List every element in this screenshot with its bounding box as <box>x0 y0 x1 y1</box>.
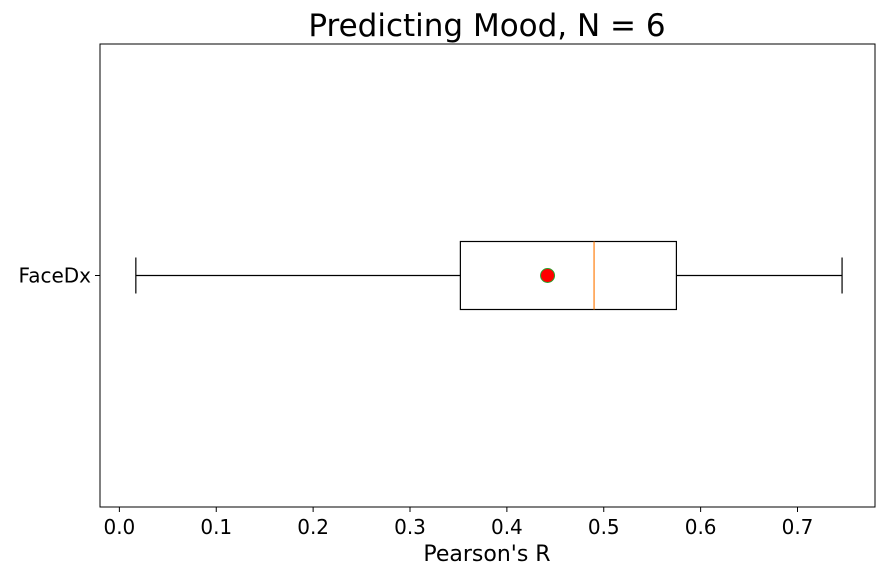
x-tick-label: 0.0 <box>103 515 135 539</box>
x-tick-label: 0.1 <box>200 515 232 539</box>
x-tick-label: 0.2 <box>297 515 329 539</box>
y-tick-label: FaceDx <box>19 264 92 288</box>
x-tick-label: 0.5 <box>588 515 620 539</box>
plot-area: 0.0 0.1 0.2 0.3 0.4 0.5 0.6 0.7 FaceDx <box>19 43 876 539</box>
x-tick-label: 0.7 <box>782 515 814 539</box>
chart-title: Predicting Mood, N = 6 <box>308 8 665 44</box>
iqr-box <box>459 240 678 311</box>
mean-marker <box>540 268 556 283</box>
x-tick-label: 0.3 <box>394 515 426 539</box>
x-tick-label: 0.6 <box>685 515 717 539</box>
x-axis-label: Pearson's R <box>423 542 550 567</box>
x-tick-label: 0.4 <box>491 515 523 539</box>
